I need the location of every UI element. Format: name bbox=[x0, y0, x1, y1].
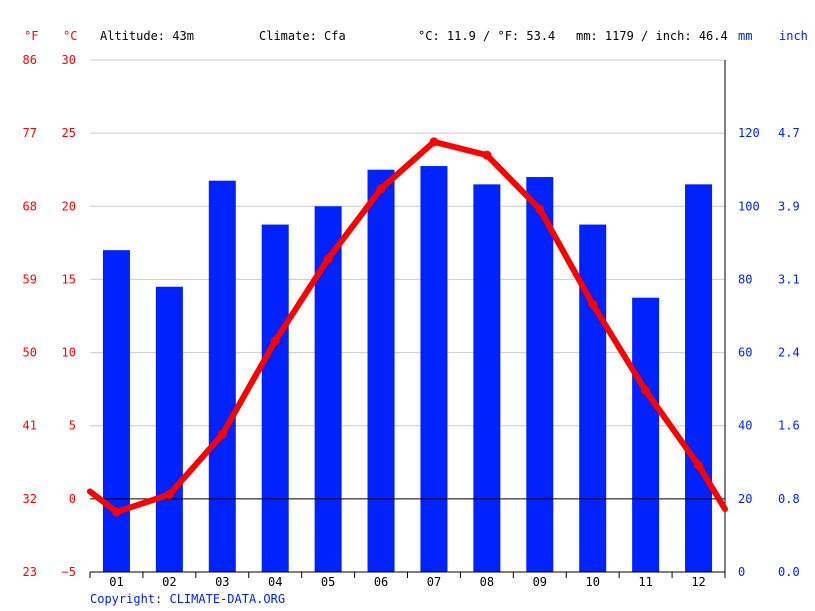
mm-tick-label: 20 bbox=[738, 492, 752, 506]
month-tick-label: 12 bbox=[691, 575, 705, 589]
precipitation-bar bbox=[155, 286, 183, 572]
mm-tick-label: 120 bbox=[738, 126, 760, 140]
precipitation-bar bbox=[261, 224, 289, 573]
fahrenheit-tick-label: 59 bbox=[23, 272, 37, 286]
celsius-unit-label: °C bbox=[63, 29, 77, 43]
celsius-tick-label: 25 bbox=[62, 126, 76, 140]
celsius-tick-label: 0 bbox=[69, 492, 76, 506]
fahrenheit-tick-label: 86 bbox=[23, 53, 37, 67]
average-temperature-label: °C: 11.9 / °F: 53.4 bbox=[418, 29, 555, 43]
temperature-point bbox=[535, 204, 545, 214]
month-tick-label: 09 bbox=[533, 575, 547, 589]
month-tick-label: 05 bbox=[321, 575, 335, 589]
fahrenheit-tick-label: 77 bbox=[23, 126, 37, 140]
precipitation-bar bbox=[685, 184, 713, 573]
celsius-tick-label: 20 bbox=[62, 199, 76, 213]
month-tick-label: 02 bbox=[162, 575, 176, 589]
temperature-point bbox=[111, 507, 121, 517]
month-tick-label: 08 bbox=[480, 575, 494, 589]
inch-unit-label: inch bbox=[779, 29, 808, 43]
mm-tick-label: 60 bbox=[738, 346, 752, 360]
inch-tick-label: 4.7 bbox=[778, 126, 800, 140]
precipitation-bar bbox=[632, 297, 660, 572]
month-tick-label: 01 bbox=[109, 575, 123, 589]
mm-tick-label: 80 bbox=[738, 272, 752, 286]
mm-tick-label: 40 bbox=[738, 419, 752, 433]
temperature-line-group bbox=[87, 137, 728, 517]
temperature-point bbox=[482, 150, 492, 160]
fahrenheit-tick-label: 50 bbox=[23, 346, 37, 360]
inch-tick-label: 1.6 bbox=[778, 419, 800, 433]
mm-tick-label: 100 bbox=[738, 199, 760, 213]
month-tick-label: 10 bbox=[585, 575, 599, 589]
celsius-tick-label: −5 bbox=[62, 565, 76, 579]
climate-label: Climate: Cfa bbox=[259, 29, 346, 43]
temperature-line bbox=[87, 138, 728, 515]
celsius-tick-label: 15 bbox=[62, 272, 76, 286]
fahrenheit-tick-label: 23 bbox=[23, 565, 37, 579]
precipitation-bar bbox=[420, 166, 448, 573]
total-precipitation-label: mm: 1179 / inch: 46.4 bbox=[576, 29, 728, 43]
gridlines bbox=[90, 59, 725, 427]
precipitation-bar bbox=[579, 224, 607, 573]
month-tick-label: 03 bbox=[215, 575, 229, 589]
month-tick-label: 06 bbox=[374, 575, 388, 589]
temperature-point bbox=[164, 489, 174, 499]
fahrenheit-tick-label: 68 bbox=[23, 199, 37, 213]
precipitation-bar bbox=[473, 184, 501, 573]
fahrenheit-tick-label: 41 bbox=[23, 419, 37, 433]
celsius-tick-label: 30 bbox=[62, 53, 76, 67]
mm-unit-label: mm bbox=[738, 29, 752, 43]
celsius-tick-label: 10 bbox=[62, 346, 76, 360]
chart-axes bbox=[89, 60, 726, 578]
temperature-point bbox=[641, 386, 651, 396]
temperature-point bbox=[323, 254, 333, 264]
temperature-point bbox=[270, 336, 280, 346]
precipitation-bar bbox=[526, 177, 554, 572]
month-tick-label: 07 bbox=[427, 575, 441, 589]
month-tick-label: 04 bbox=[268, 575, 282, 589]
precipitation-bar bbox=[208, 180, 236, 572]
temperature-point bbox=[429, 137, 439, 147]
month-tick-label: 11 bbox=[638, 575, 652, 589]
mm-tick-label: 0 bbox=[738, 565, 745, 579]
precipitation-bar bbox=[314, 206, 342, 573]
fahrenheit-unit-label: °F bbox=[24, 29, 38, 43]
temperature-point bbox=[588, 299, 598, 309]
temperature-point bbox=[694, 460, 704, 470]
temperature-point bbox=[376, 184, 386, 194]
temperature-point bbox=[217, 429, 227, 439]
precipitation-bar bbox=[367, 169, 395, 572]
celsius-tick-label: 5 bbox=[69, 419, 76, 433]
inch-tick-label: 0.8 bbox=[778, 492, 800, 506]
inch-tick-label: 3.1 bbox=[778, 272, 800, 286]
inch-tick-label: 0.0 bbox=[778, 565, 800, 579]
inch-tick-label: 2.4 bbox=[778, 346, 800, 360]
inch-tick-label: 3.9 bbox=[778, 199, 800, 213]
precipitation-bars bbox=[102, 166, 713, 573]
copyright-link[interactable]: Copyright: CLIMATE-DATA.ORG bbox=[90, 592, 285, 606]
precipitation-bar bbox=[102, 250, 130, 572]
altitude-label: Altitude: 43m bbox=[100, 29, 194, 43]
fahrenheit-tick-label: 32 bbox=[23, 492, 37, 506]
